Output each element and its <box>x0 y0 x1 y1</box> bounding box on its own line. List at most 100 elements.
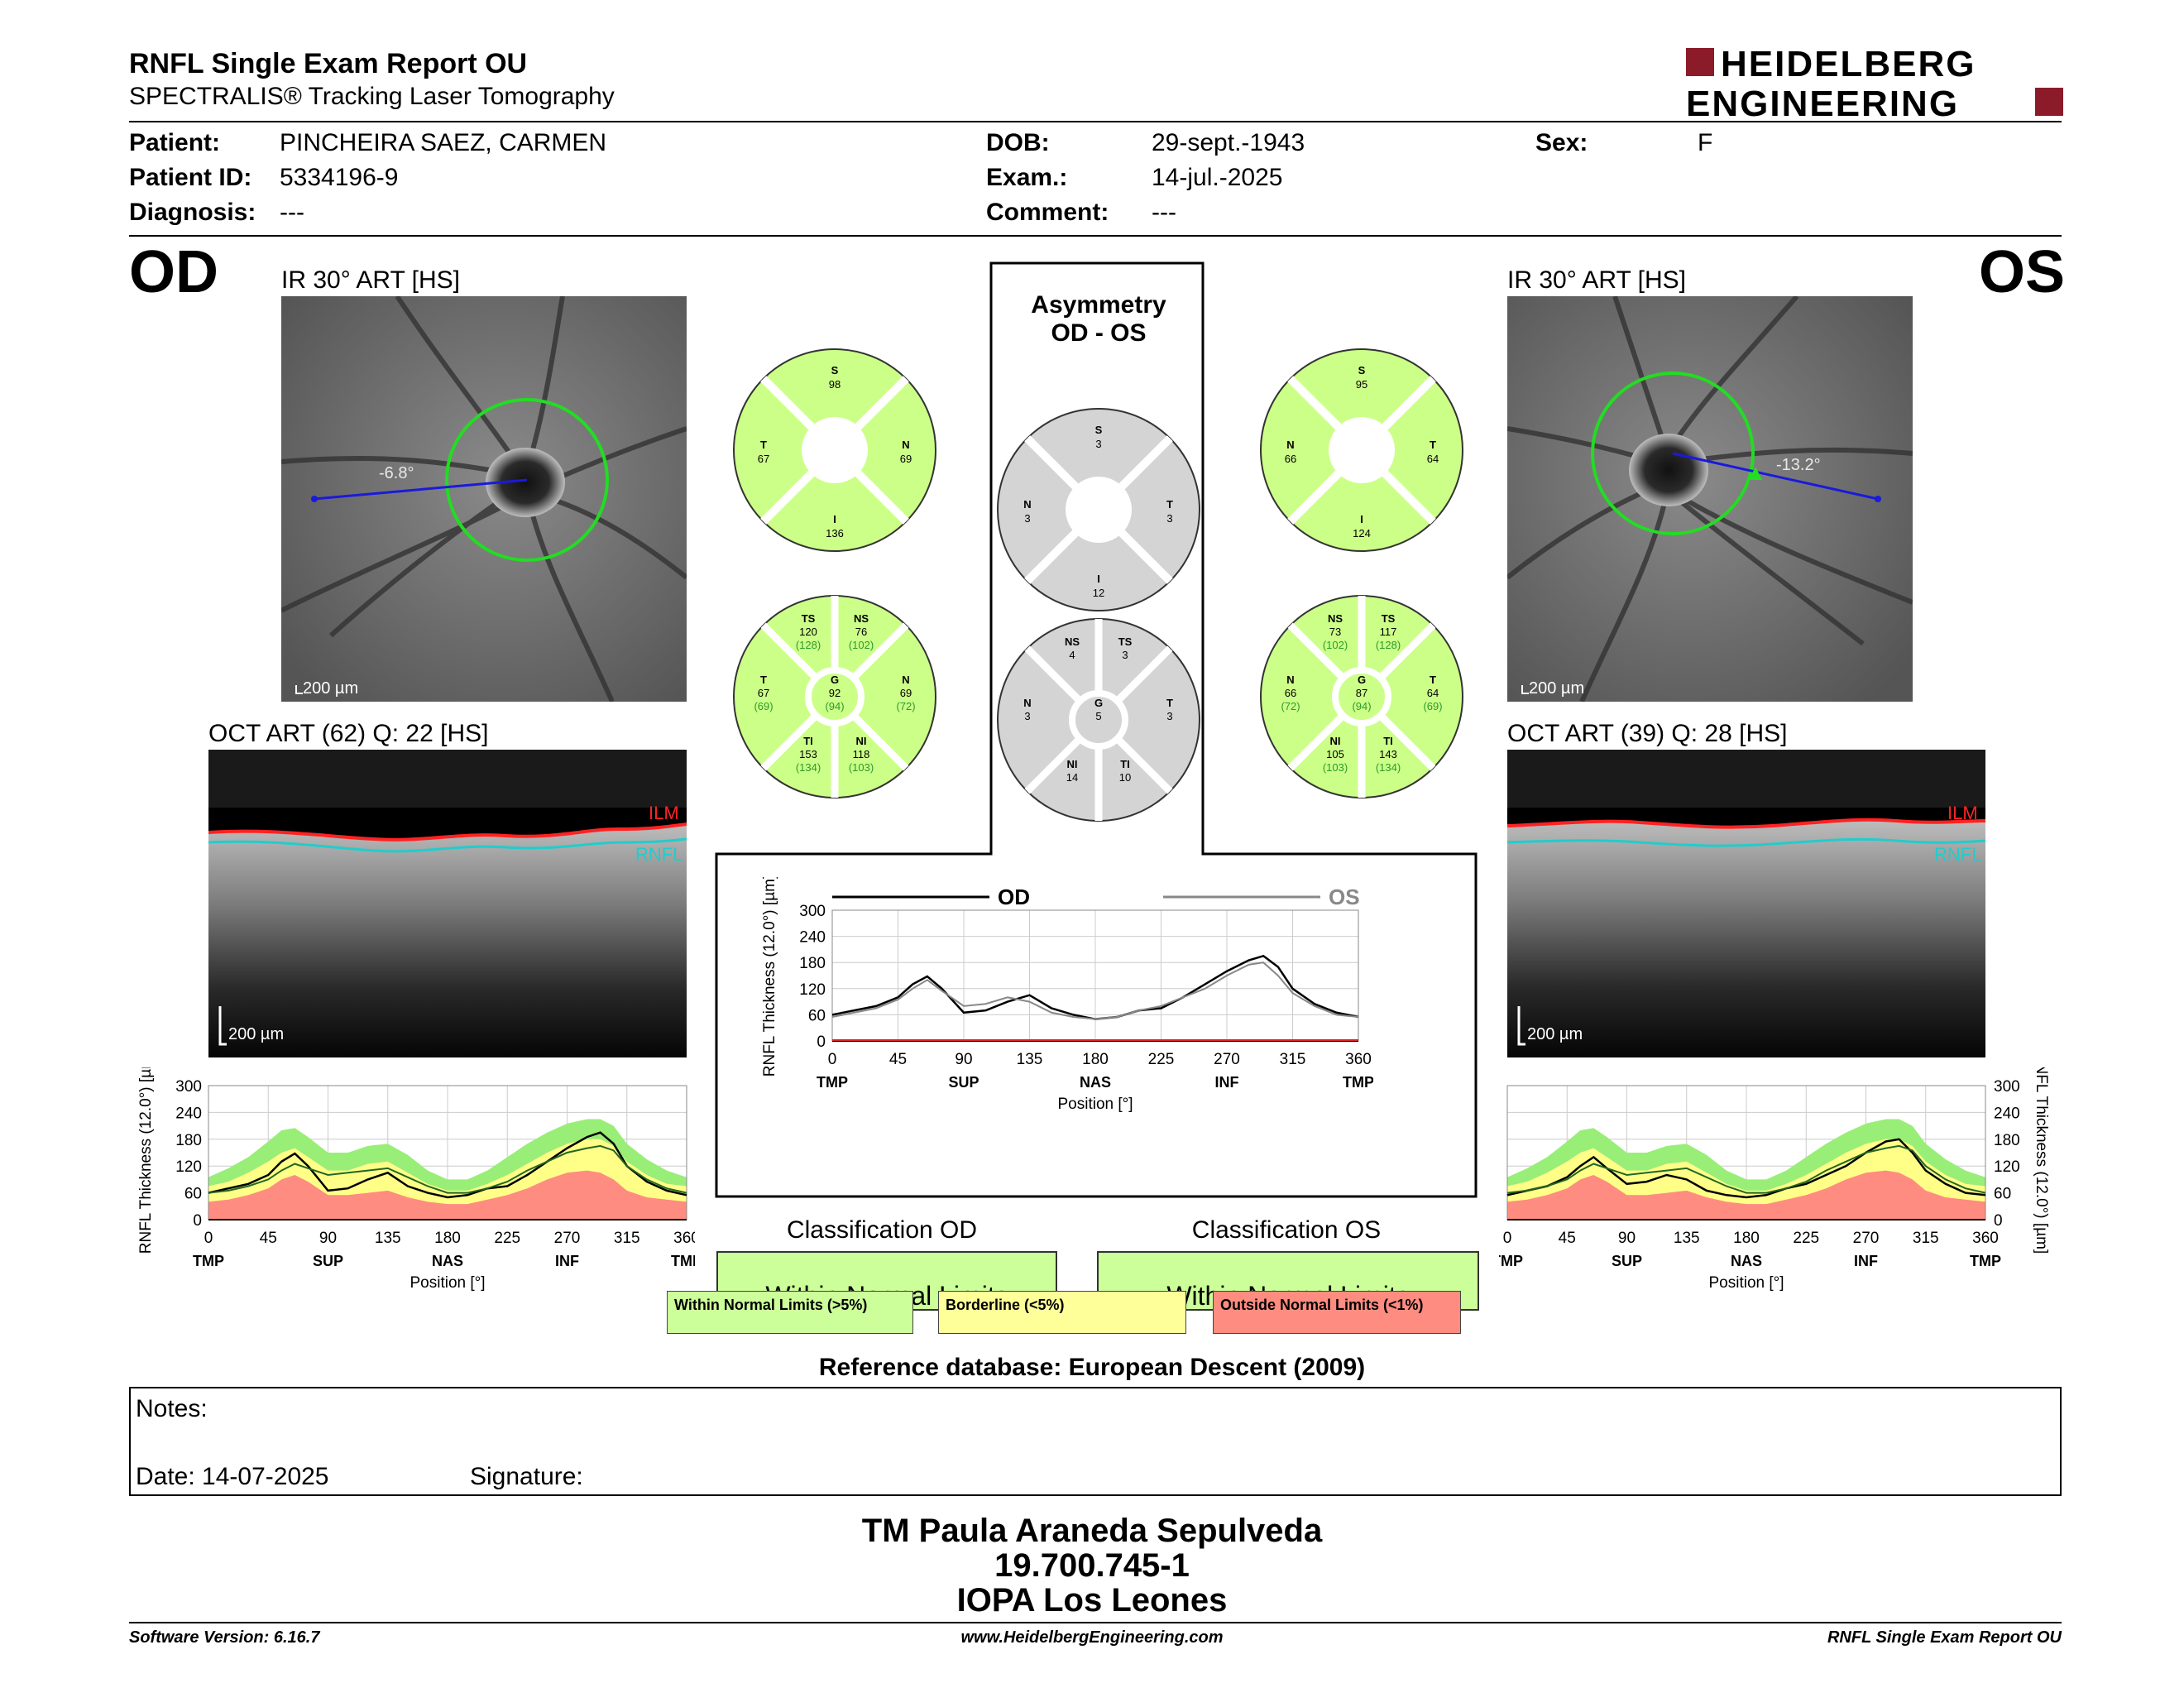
sector-wheels: S98T67N69I136S95N66T64I124S3N3T3I12TS120… <box>733 348 1463 822</box>
os-detail-ns-label: NS <box>1328 612 1343 625</box>
os-detail-ti-value: 143 <box>1379 748 1397 760</box>
os-sector-i-label: I <box>1360 513 1363 525</box>
chart-od-xtick-360: 360 <box>673 1230 695 1247</box>
os-detail-n-value: 66 <box>1285 687 1296 699</box>
signer-id: 19.700.745-1 <box>994 1547 1190 1584</box>
chart-os-xtick-360: 360 <box>1972 1230 1999 1247</box>
asym-detail-ns-label: NS <box>1065 635 1080 648</box>
os-sector-t-value: 64 <box>1427 453 1439 465</box>
chart-ou-xtick-180: 180 <box>1082 1051 1109 1068</box>
os-detail-n-ref: (72) <box>1281 700 1300 712</box>
os-ir-label: IR 30° ART [HS] <box>1507 266 1686 294</box>
chart-od-ytick-120: 120 <box>175 1158 202 1176</box>
chart-od-ytick-300: 300 <box>175 1078 202 1096</box>
od-detail-t-label: T <box>760 674 767 686</box>
chart-ou-region-2: NAS <box>1080 1074 1111 1091</box>
od-detail-ts-ref: (128) <box>796 639 821 651</box>
od-detail-ts-label: TS <box>802 612 816 625</box>
comment-label: Comment: <box>986 199 1109 226</box>
chart-ou-ytick-180: 180 <box>799 955 826 972</box>
chart-od-xtick-45: 45 <box>260 1230 277 1247</box>
os-thickness-chart: 0 60 120 180 240 300 0 45 90 135 180 225 270 315 360 TM… <box>1499 1067 2050 1292</box>
chart-ou-ytick-0: 0 <box>817 1033 826 1051</box>
asym-detail-t-value: 3 <box>1166 710 1172 722</box>
os-detail-g-value: 87 <box>1356 687 1367 699</box>
chart-od-series-1 <box>208 1144 687 1194</box>
chart-os-region-4: TMP <box>1970 1253 2001 1269</box>
chart-ou-region-0: TMP <box>817 1074 848 1091</box>
os-ir-scale: 200 µm <box>1529 679 1584 698</box>
os-sector-s-value: 95 <box>1356 378 1367 391</box>
asym-sector-t-value: 3 <box>1166 512 1172 525</box>
notes-date: Date: 14-07-2025 <box>136 1463 329 1490</box>
chart-ou-xtick-270: 270 <box>1214 1051 1240 1068</box>
os-oct-image: ILM RNFL 200 µm <box>1507 750 1985 1057</box>
chart-ou-legend-od: OD <box>998 885 1030 909</box>
od-ilm-label: ILM <box>649 803 679 823</box>
website-link[interactable]: www.HeidelbergEngineering.com <box>960 1628 1224 1647</box>
chart-od-xlabel: Position [°] <box>410 1274 485 1292</box>
chart-os-xtick-45: 45 <box>1559 1230 1576 1247</box>
asym-detail-ti-value: 10 <box>1119 771 1131 784</box>
od-sector-t-value: 67 <box>758 453 769 465</box>
os-sector-n-label: N <box>1286 439 1294 451</box>
od-sector-n-value: 69 <box>900 453 912 465</box>
chart-ou-ytick-240: 240 <box>799 929 826 947</box>
os-detail-ns-ref: (102) <box>1323 639 1348 651</box>
classification-od-title: Classification OD <box>786 1216 978 1244</box>
od-ir-scale: 200 µm <box>303 679 358 698</box>
chart-os-xtick-315: 315 <box>1913 1230 1939 1247</box>
chart-os-ylabel: RNFL Thickness (12.0°) [µm] <box>2033 1067 2050 1254</box>
diagnosis-label: Diagnosis: <box>129 199 256 226</box>
chart-os-region-1: SUP <box>1612 1253 1642 1269</box>
chart-od-ytick-240: 240 <box>175 1105 202 1122</box>
os-detail-n-label: N <box>1286 674 1294 686</box>
asym-detail-n-value: 3 <box>1024 710 1030 722</box>
chart-ou-ytick-300: 300 <box>799 903 826 920</box>
chart-ou-ytick-120: 120 <box>799 981 826 999</box>
notes-label: Notes: <box>136 1395 208 1422</box>
od-detail-ns-ref: (102) <box>849 639 874 651</box>
chart-os-ytick-120: 120 <box>1994 1158 2020 1176</box>
od-detail-ni-ref: (103) <box>849 761 874 774</box>
chart-os-region-2: NAS <box>1731 1253 1762 1269</box>
heidelberg-logo: HEIDELBERG ENGINEERING <box>1686 44 2067 125</box>
os-sector-s-label: S <box>1358 364 1366 376</box>
chart-ou-region-3: INF <box>1215 1074 1239 1091</box>
chart-os-xlabel: Position [°] <box>1708 1274 1784 1292</box>
exam-date: 14-jul.-2025 <box>1152 164 1283 191</box>
chart-ou-xtick-135: 135 <box>1017 1051 1043 1068</box>
chart-od-xtick-270: 270 <box>554 1230 581 1247</box>
comment: --- <box>1152 199 1176 226</box>
chart-od-ytick-180: 180 <box>175 1132 202 1149</box>
chart-os-xtick-180: 180 <box>1733 1230 1760 1247</box>
os-detail-ts-value: 117 <box>1380 626 1397 638</box>
os-detail-ti-ref: (134) <box>1376 761 1401 774</box>
classification-os-title: Classification OS <box>1191 1216 1382 1244</box>
chart-od-xtick-315: 315 <box>614 1230 640 1247</box>
asym-detail-ni-label: NI <box>1067 758 1078 770</box>
od-sector-n-label: N <box>902 439 909 451</box>
chart-os-region-0: TMP <box>1499 1253 1523 1269</box>
os-detail-ts-ref: (128) <box>1376 639 1401 651</box>
os-detail-ns-value: 73 <box>1329 626 1341 638</box>
chart-os-xtick-270: 270 <box>1853 1230 1880 1247</box>
chart-od-xtick-135: 135 <box>375 1230 401 1247</box>
od-sector-s-value: 98 <box>829 378 841 391</box>
asym-sector-s-value: 3 <box>1095 438 1101 450</box>
legend-borderline: Borderline (<5%) <box>938 1291 1186 1334</box>
chart-od-xtick-225: 225 <box>494 1230 520 1247</box>
asymmetry-title: Asymmetry OD - OS <box>1031 291 1166 347</box>
chart-ou-xtick-225: 225 <box>1148 1051 1175 1068</box>
logo-text-line1: HEIDELBERG <box>1721 46 1976 84</box>
os-detail-t-value: 64 <box>1427 687 1439 699</box>
od-angle-text: -6.8° <box>379 464 414 482</box>
od-detail-n-ref: (72) <box>896 700 915 712</box>
report-title: RNFL Single Exam Report OU <box>129 48 528 79</box>
chart-ou-xtick-45: 45 <box>889 1051 907 1068</box>
asym-sector-n-label: N <box>1023 498 1031 511</box>
chart-od-ytick-60: 60 <box>184 1186 202 1203</box>
od-oct-label: OCT ART (62) Q: 22 [HS] <box>208 720 489 747</box>
chart-os-ytick-0: 0 <box>1994 1212 2003 1230</box>
os-sector-t-label: T <box>1430 439 1436 451</box>
